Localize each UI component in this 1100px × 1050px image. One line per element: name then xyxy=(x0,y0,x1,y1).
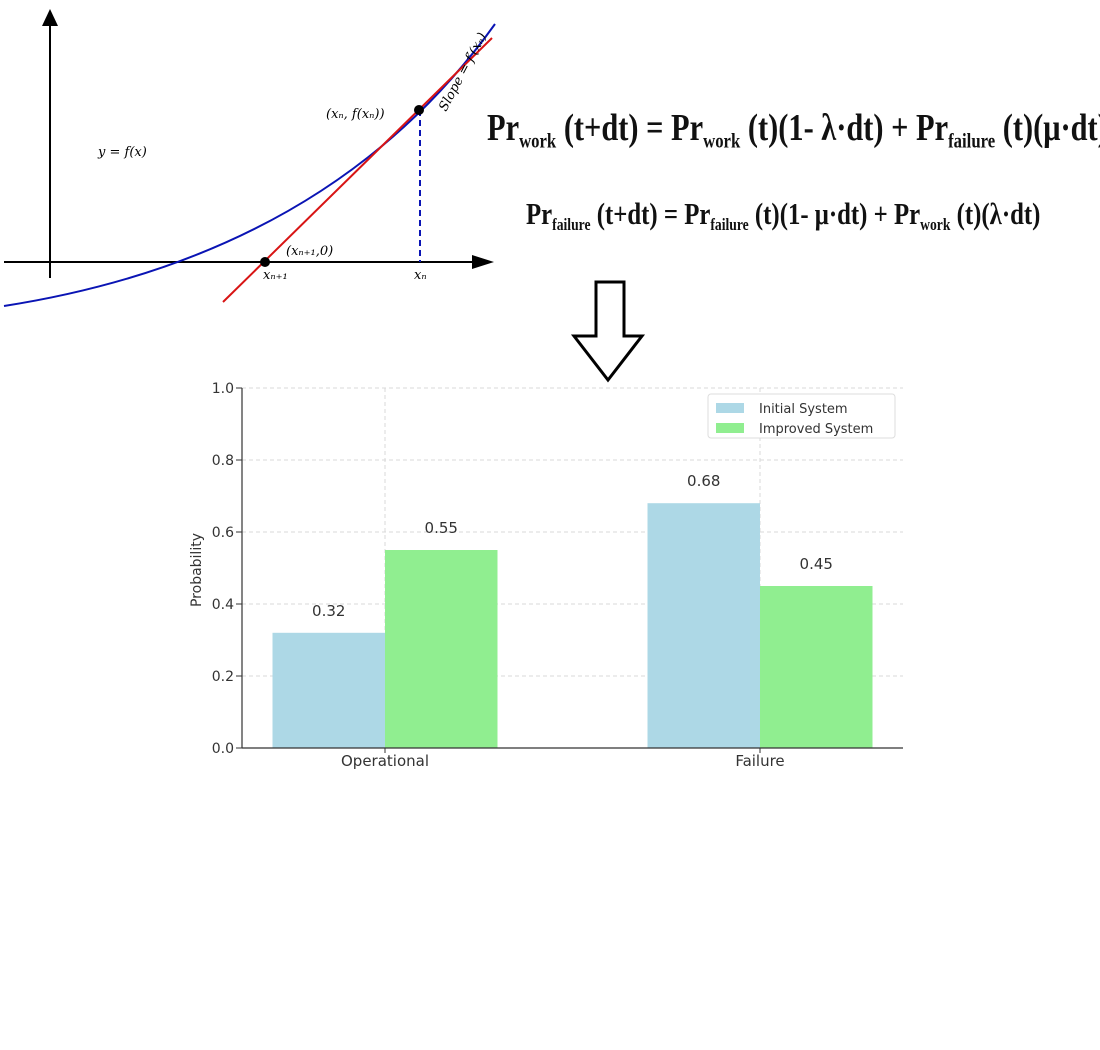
y-axis-label: Probability xyxy=(189,533,205,607)
chart-ticks: 0.0 0.2 0.4 0.6 0.8 1.0 Operational Failure xyxy=(212,381,785,770)
root-point-label: (xₙ₊₁,0) xyxy=(286,244,333,259)
bar-value-label: 0.32 xyxy=(312,602,345,620)
tangent-point-label: (xₙ, f(xₙ)) xyxy=(326,107,385,122)
x-tick-label: Failure xyxy=(735,752,784,770)
bar-initial-system-operational xyxy=(272,632,385,748)
work-probability-equation: Prwork (t+dt) = Prwork (t)(1- λ·dt) + Pr… xyxy=(487,107,1100,153)
y-tick-label: 1.0 xyxy=(212,381,234,397)
newton-method-diagram: y = f(x) (xₙ, f(xₙ)) Slope = f′(xₙ) (xₙ₊… xyxy=(3,9,496,307)
bar-improved-system-operational xyxy=(385,550,498,748)
legend-swatch xyxy=(716,423,744,433)
x-tick-label: Operational xyxy=(341,752,429,770)
legend-swatch xyxy=(716,403,744,413)
tangent-point-dot xyxy=(414,105,424,115)
bar-value-label: 0.45 xyxy=(800,555,833,573)
down-arrow-icon xyxy=(570,280,646,383)
y-tick-label: 0.2 xyxy=(212,669,234,685)
bar-value-label: 0.68 xyxy=(687,472,720,490)
y-tick-label: 0.0 xyxy=(212,741,234,757)
root-point-dot xyxy=(260,257,270,267)
failure-probability-equation: Prfailure (t+dt) = Prfailure (t)(1- μ·dt… xyxy=(526,196,1041,234)
legend-label: Improved System xyxy=(759,422,873,437)
function-curve xyxy=(3,23,496,307)
bar-improved-system-failure xyxy=(760,586,873,748)
x-next-label: xₙ₊₁ xyxy=(263,268,288,283)
y-tick-label: 0.4 xyxy=(212,597,234,613)
y-tick-label: 0.6 xyxy=(212,525,234,541)
chart-axes xyxy=(241,388,903,749)
legend-label: Initial System xyxy=(759,402,848,417)
y-axis-arrowhead xyxy=(42,9,58,26)
function-label: y = f(x) xyxy=(97,145,147,160)
bar-initial-system-failure xyxy=(647,503,760,748)
legend-box xyxy=(707,393,896,439)
chart-bars: 0.32 0.68 0.55 0.45 xyxy=(272,472,873,748)
bar-value-label: 0.55 xyxy=(425,519,458,537)
y-tick-label: 0.8 xyxy=(212,453,234,469)
x-axis-arrowhead xyxy=(472,255,494,269)
x-n-label: xₙ xyxy=(414,268,427,283)
chart-legend: Initial System Improved System xyxy=(707,393,896,439)
